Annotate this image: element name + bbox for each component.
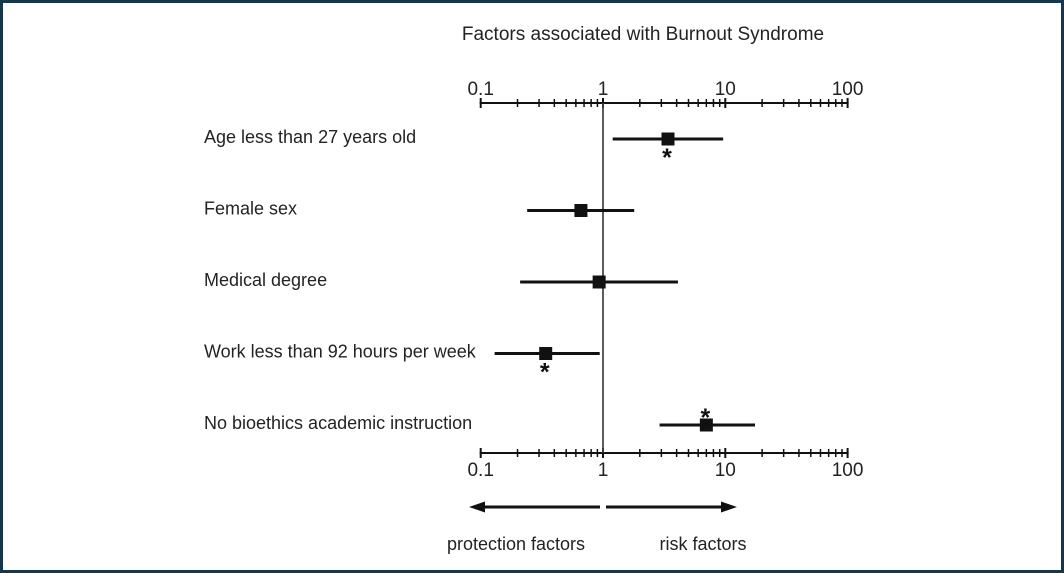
significance-asterisk: * bbox=[700, 404, 710, 432]
row-label: Work less than 92 hours per week bbox=[204, 342, 477, 362]
row-label: Medical degree bbox=[204, 270, 327, 290]
axis-tick-label: 100 bbox=[832, 79, 864, 100]
chart-title: Factors associated with Burnout Syndrome bbox=[461, 24, 825, 45]
or-marker bbox=[699, 418, 713, 432]
protection-factors-label: protection factors bbox=[446, 534, 586, 554]
axis-tick-label: 10 bbox=[715, 79, 736, 100]
or-marker bbox=[539, 347, 553, 360]
axis-tick-label: 0.1 bbox=[467, 460, 493, 481]
axis-tick-label: 10 bbox=[715, 460, 736, 481]
risk-arrow-head bbox=[721, 501, 737, 513]
axis-tick-label: 0.1 bbox=[467, 79, 493, 100]
significance-asterisk: * bbox=[662, 144, 672, 172]
axis-tick-label: 1 bbox=[598, 79, 609, 100]
axis-tick-label: 100 bbox=[832, 460, 864, 481]
significance-asterisk: * bbox=[540, 359, 550, 387]
row-label: Female sex bbox=[204, 199, 297, 219]
forest-plot-canvas: 0.1 1 10 100 0.1 1 10 100 Age less than 27 years… bbox=[204, 79, 864, 513]
or-marker bbox=[574, 204, 588, 217]
row-label: No bioethics academic instruction bbox=[204, 413, 472, 433]
or-marker bbox=[592, 275, 606, 289]
axis-tick-label: 1 bbox=[598, 460, 609, 481]
risk-factors-label: risk factors bbox=[659, 534, 747, 554]
row-label: Age less than 27 years old bbox=[204, 127, 416, 147]
protection-arrow-head bbox=[469, 501, 485, 513]
or-marker bbox=[661, 132, 675, 146]
